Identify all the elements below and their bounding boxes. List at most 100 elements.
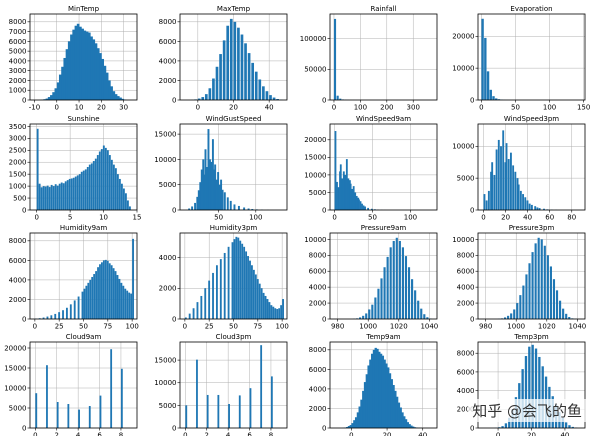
hist-bar bbox=[362, 315, 365, 319]
hist-bar bbox=[217, 172, 220, 210]
hist-bar bbox=[531, 344, 534, 428]
hist-bar bbox=[99, 395, 102, 428]
hist-bar bbox=[363, 382, 367, 428]
hist-bar bbox=[247, 256, 249, 319]
hist-bar bbox=[102, 145, 105, 210]
hist-bar bbox=[46, 365, 48, 428]
chart-windspeed9am: WindSpeed9am 0 50 100 0 5000 10000 15000 20000 bbox=[304, 115, 438, 222]
y-tick-label: 10000 bbox=[304, 236, 326, 244]
hist-bar bbox=[379, 353, 383, 428]
y-tick-label: 10000 bbox=[154, 156, 176, 164]
hist-bar bbox=[114, 271, 117, 319]
hist-bar bbox=[519, 190, 522, 210]
x-tick-label: 50 bbox=[79, 323, 88, 331]
hist-bar bbox=[96, 155, 99, 210]
hist-bar bbox=[210, 161, 213, 210]
hist-bar bbox=[334, 131, 337, 210]
hist-bar bbox=[337, 187, 340, 210]
hist-bar bbox=[426, 317, 429, 319]
x-tick-label: 20 bbox=[97, 104, 106, 112]
hist-bar bbox=[490, 171, 493, 210]
chart-title: MinTemp bbox=[68, 5, 100, 13]
hist-bar bbox=[237, 237, 240, 319]
hist-bar bbox=[260, 288, 263, 319]
hist-bar bbox=[208, 88, 212, 100]
hist-bar bbox=[215, 66, 219, 100]
hist-bar bbox=[81, 291, 84, 319]
x-tick-label: 25 bbox=[55, 323, 64, 331]
hist-bar bbox=[196, 196, 199, 210]
hist-bar bbox=[252, 269, 255, 319]
hist-bar bbox=[245, 251, 248, 319]
hist-bar bbox=[120, 183, 123, 210]
y-tick-label: 2000 bbox=[159, 285, 177, 293]
hist-bar bbox=[543, 208, 545, 210]
y-tick-label: 2000 bbox=[309, 299, 327, 307]
watermark: 知乎 @会飞的鱼 bbox=[468, 399, 586, 422]
x-tick-label: 10 bbox=[75, 104, 84, 112]
y-tick-label: 100000 bbox=[300, 35, 327, 43]
y-tick-label: 3500 bbox=[9, 123, 27, 131]
x-tick-label: 0 bbox=[332, 104, 336, 112]
hist-bar bbox=[196, 302, 199, 319]
hist-bar bbox=[262, 86, 265, 100]
hist-bar bbox=[522, 285, 525, 319]
y-tick-label: 4000 bbox=[159, 57, 177, 65]
hist-bar bbox=[211, 139, 214, 210]
hist-bar bbox=[524, 197, 527, 210]
hist-bar bbox=[130, 293, 133, 319]
hist-bar bbox=[392, 385, 395, 428]
hist-bar bbox=[54, 88, 58, 100]
hist-bar bbox=[58, 183, 61, 210]
y-tick-label: 500 bbox=[13, 194, 26, 202]
hist-bar bbox=[114, 168, 117, 210]
hist-bar bbox=[110, 349, 113, 428]
plot-frame bbox=[29, 341, 138, 429]
hist-bar bbox=[104, 259, 107, 319]
hist-bar bbox=[70, 178, 73, 210]
hist-bar bbox=[365, 313, 368, 319]
plot-frame bbox=[179, 123, 288, 211]
y-tick-label: 0 bbox=[470, 206, 474, 214]
hist-bar bbox=[92, 39, 96, 100]
hist-bar bbox=[540, 239, 543, 319]
hist-bar bbox=[116, 174, 119, 210]
hist-bar bbox=[106, 150, 109, 210]
hist-bar bbox=[272, 306, 275, 319]
x-tick-label: 2 bbox=[55, 432, 59, 436]
hist-bar bbox=[483, 194, 486, 210]
x-tick-label: 0 bbox=[479, 104, 483, 112]
chart-pressure3pm: Pressure3pm 980 1000 1020 1040 0 2000 4000 6000 8… bbox=[452, 224, 586, 331]
hist-bar bbox=[546, 255, 549, 319]
x-tick-label: 0 bbox=[349, 432, 353, 436]
x-tick-label: 25 bbox=[205, 323, 214, 331]
hist-bar bbox=[81, 28, 84, 101]
hist-bar bbox=[372, 349, 376, 428]
hist-bar bbox=[56, 185, 59, 210]
hist-bar bbox=[233, 204, 236, 210]
hist-bar bbox=[239, 240, 242, 319]
hist-bar bbox=[95, 271, 98, 319]
hist-bar bbox=[185, 405, 188, 428]
hist-bar bbox=[509, 152, 512, 210]
hist-bar bbox=[76, 23, 80, 100]
x-tick-label: 100 bbox=[543, 104, 556, 112]
hist-bar bbox=[504, 162, 507, 210]
hist-bar bbox=[87, 282, 90, 319]
hist-bar bbox=[110, 86, 113, 100]
hist-bar bbox=[220, 179, 223, 210]
hist-bar bbox=[89, 279, 92, 319]
hist-bar bbox=[108, 263, 111, 319]
hist-bar bbox=[215, 265, 218, 319]
hist-bar bbox=[258, 283, 261, 319]
hist-bar bbox=[519, 295, 522, 319]
x-tick-label: 0 bbox=[33, 432, 37, 436]
y-tick-label: 3000 bbox=[9, 135, 27, 143]
hist-bar bbox=[126, 200, 129, 210]
hist-bar bbox=[196, 359, 198, 428]
hist-bar bbox=[62, 183, 65, 210]
hist-bar bbox=[262, 292, 265, 319]
y-tick-label: 10000 bbox=[452, 65, 474, 73]
chart-title: WindGustSpeed bbox=[206, 115, 262, 123]
hist-bar bbox=[101, 58, 105, 100]
